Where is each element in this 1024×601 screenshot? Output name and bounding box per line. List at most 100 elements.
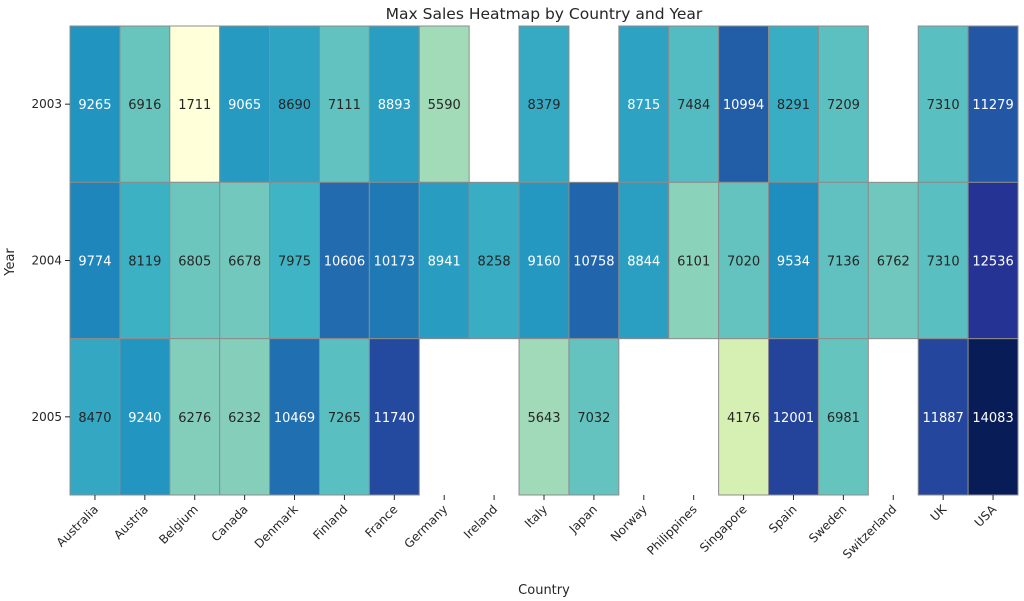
y-tick-label: 2004 [31,254,62,268]
cell-value-label: 11740 [374,411,415,426]
heatmap-cell [69,25,121,183]
cell-value-label: 7310 [927,255,960,270]
heatmap-cells: 9265 6916 1711 9065 8690 7111 8893 5590 8379 8715… [69,25,1019,496]
x-tick-label: Switzerland [840,502,899,561]
heatmap-cell [967,338,1019,496]
heatmap-cell [917,338,969,496]
heatmap-cell [318,181,370,340]
heatmap-cell [269,338,320,496]
heatmap-cell [618,25,670,183]
heatmap-cell [169,338,221,496]
cell-value-label: 8844 [627,255,660,270]
heatmap-cell [967,181,1019,340]
cell-value-label: 12001 [773,411,814,426]
cell-value-label: 7111 [328,98,361,113]
cell-value-label: 6678 [228,255,261,270]
cell-value-label: 7020 [727,255,760,270]
cell-value-label: 7209 [827,98,860,113]
cell-value-label: 9240 [128,411,161,426]
x-tick-label: Norway [608,502,650,544]
cell-value-label: 7265 [328,411,361,426]
heatmap-cell [269,181,320,340]
heatmap-cell [817,338,869,496]
x-axis-label: Country [518,583,570,598]
cell-value-label: 11887 [922,411,963,426]
cell-value-label: 7032 [577,411,610,426]
cell-value-label: 9265 [78,98,111,113]
cell-value-label: 8715 [627,98,660,113]
cell-value-label: 11279 [972,98,1013,113]
cell-value-label: 6762 [877,255,910,270]
x-tick-label: Sweden [806,502,849,545]
cell-value-label: 14083 [972,411,1013,426]
x-tick-label: Ireland [461,502,500,541]
x-tick-label: Singapore [697,502,750,555]
x-tick-label: Belgium [156,502,201,547]
cell-value-label: 5643 [527,411,560,426]
heatmap-cell [817,25,869,183]
heatmap-cell [967,25,1019,183]
cell-value-label: 9774 [78,255,111,270]
cell-value-label: 12536 [972,255,1013,270]
x-tick-label: USA [972,502,1000,530]
x-tick-label: UK [928,501,950,523]
cell-value-label: 10469 [274,411,315,426]
x-tick-label: Canada [209,502,251,544]
cell-value-label: 7975 [278,255,311,270]
cell-value-label: 6981 [827,411,860,426]
cell-value-label: 4176 [727,411,760,426]
cell-value-label: 10606 [324,255,365,270]
heatmap-cell [169,181,221,340]
cell-value-label: 6805 [178,255,211,270]
cell-value-label: 10994 [723,98,764,113]
heatmap-cell [418,25,470,183]
cell-value-label: 7310 [927,98,960,113]
x-axis-ticks: Australia Austria Belgium Canada Denmark Finl… [54,495,1000,562]
cell-value-label: 8470 [78,411,111,426]
cell-value-label: 10173 [374,255,415,270]
heatmap-cell [468,181,520,340]
heatmap-cell [668,181,720,340]
cell-value-label: 9534 [777,255,810,270]
heatmap-cell [219,338,271,496]
cell-value-label: 7136 [827,255,860,270]
x-tick-label: Japan [566,502,600,536]
cell-value-label: 9160 [527,255,560,270]
heatmap-cell [69,338,121,496]
heatmap-cell [169,25,221,183]
heatmap-cell [119,338,171,496]
cell-value-label: 8690 [278,98,311,113]
cell-value-label: 6101 [677,255,710,270]
x-tick-label: Germany [401,502,450,551]
y-axis-label: Year [3,248,18,277]
heatmap-cell [119,181,171,340]
cell-value-label: 6232 [228,411,261,426]
y-axis-ticks: 2003 2004 2005 [31,97,70,424]
cell-value-label: 10758 [573,255,614,270]
chart-title: Max Sales Heatmap by Country and Year [386,5,703,23]
cell-value-label: 9065 [228,98,261,113]
cell-value-label: 6916 [128,98,161,113]
heatmap-cell [269,25,320,183]
x-tick-label: France [362,502,400,540]
cell-value-label: 8258 [478,255,511,270]
x-tick-label: Denmark [252,502,301,551]
cell-value-label: 8291 [777,98,810,113]
x-tick-label: Austria [111,502,151,542]
heatmap-cell [718,25,770,183]
cell-value-label: 1711 [178,98,211,113]
heatmap-cell [568,181,620,340]
x-tick-label: Spain [766,502,800,536]
heatmap-cell [768,181,819,340]
cell-value-label: 6276 [178,411,211,426]
heatmap-cell [368,338,420,496]
heatmap-cell [368,181,420,340]
cell-value-label: 8379 [527,98,560,113]
heatmap-cell [318,25,370,183]
heatmap-cell [768,338,819,496]
y-tick-label: 2005 [31,410,62,424]
heatmap-cell [119,25,171,183]
heatmap-cell [768,25,819,183]
cell-value-label: 8119 [128,255,161,270]
